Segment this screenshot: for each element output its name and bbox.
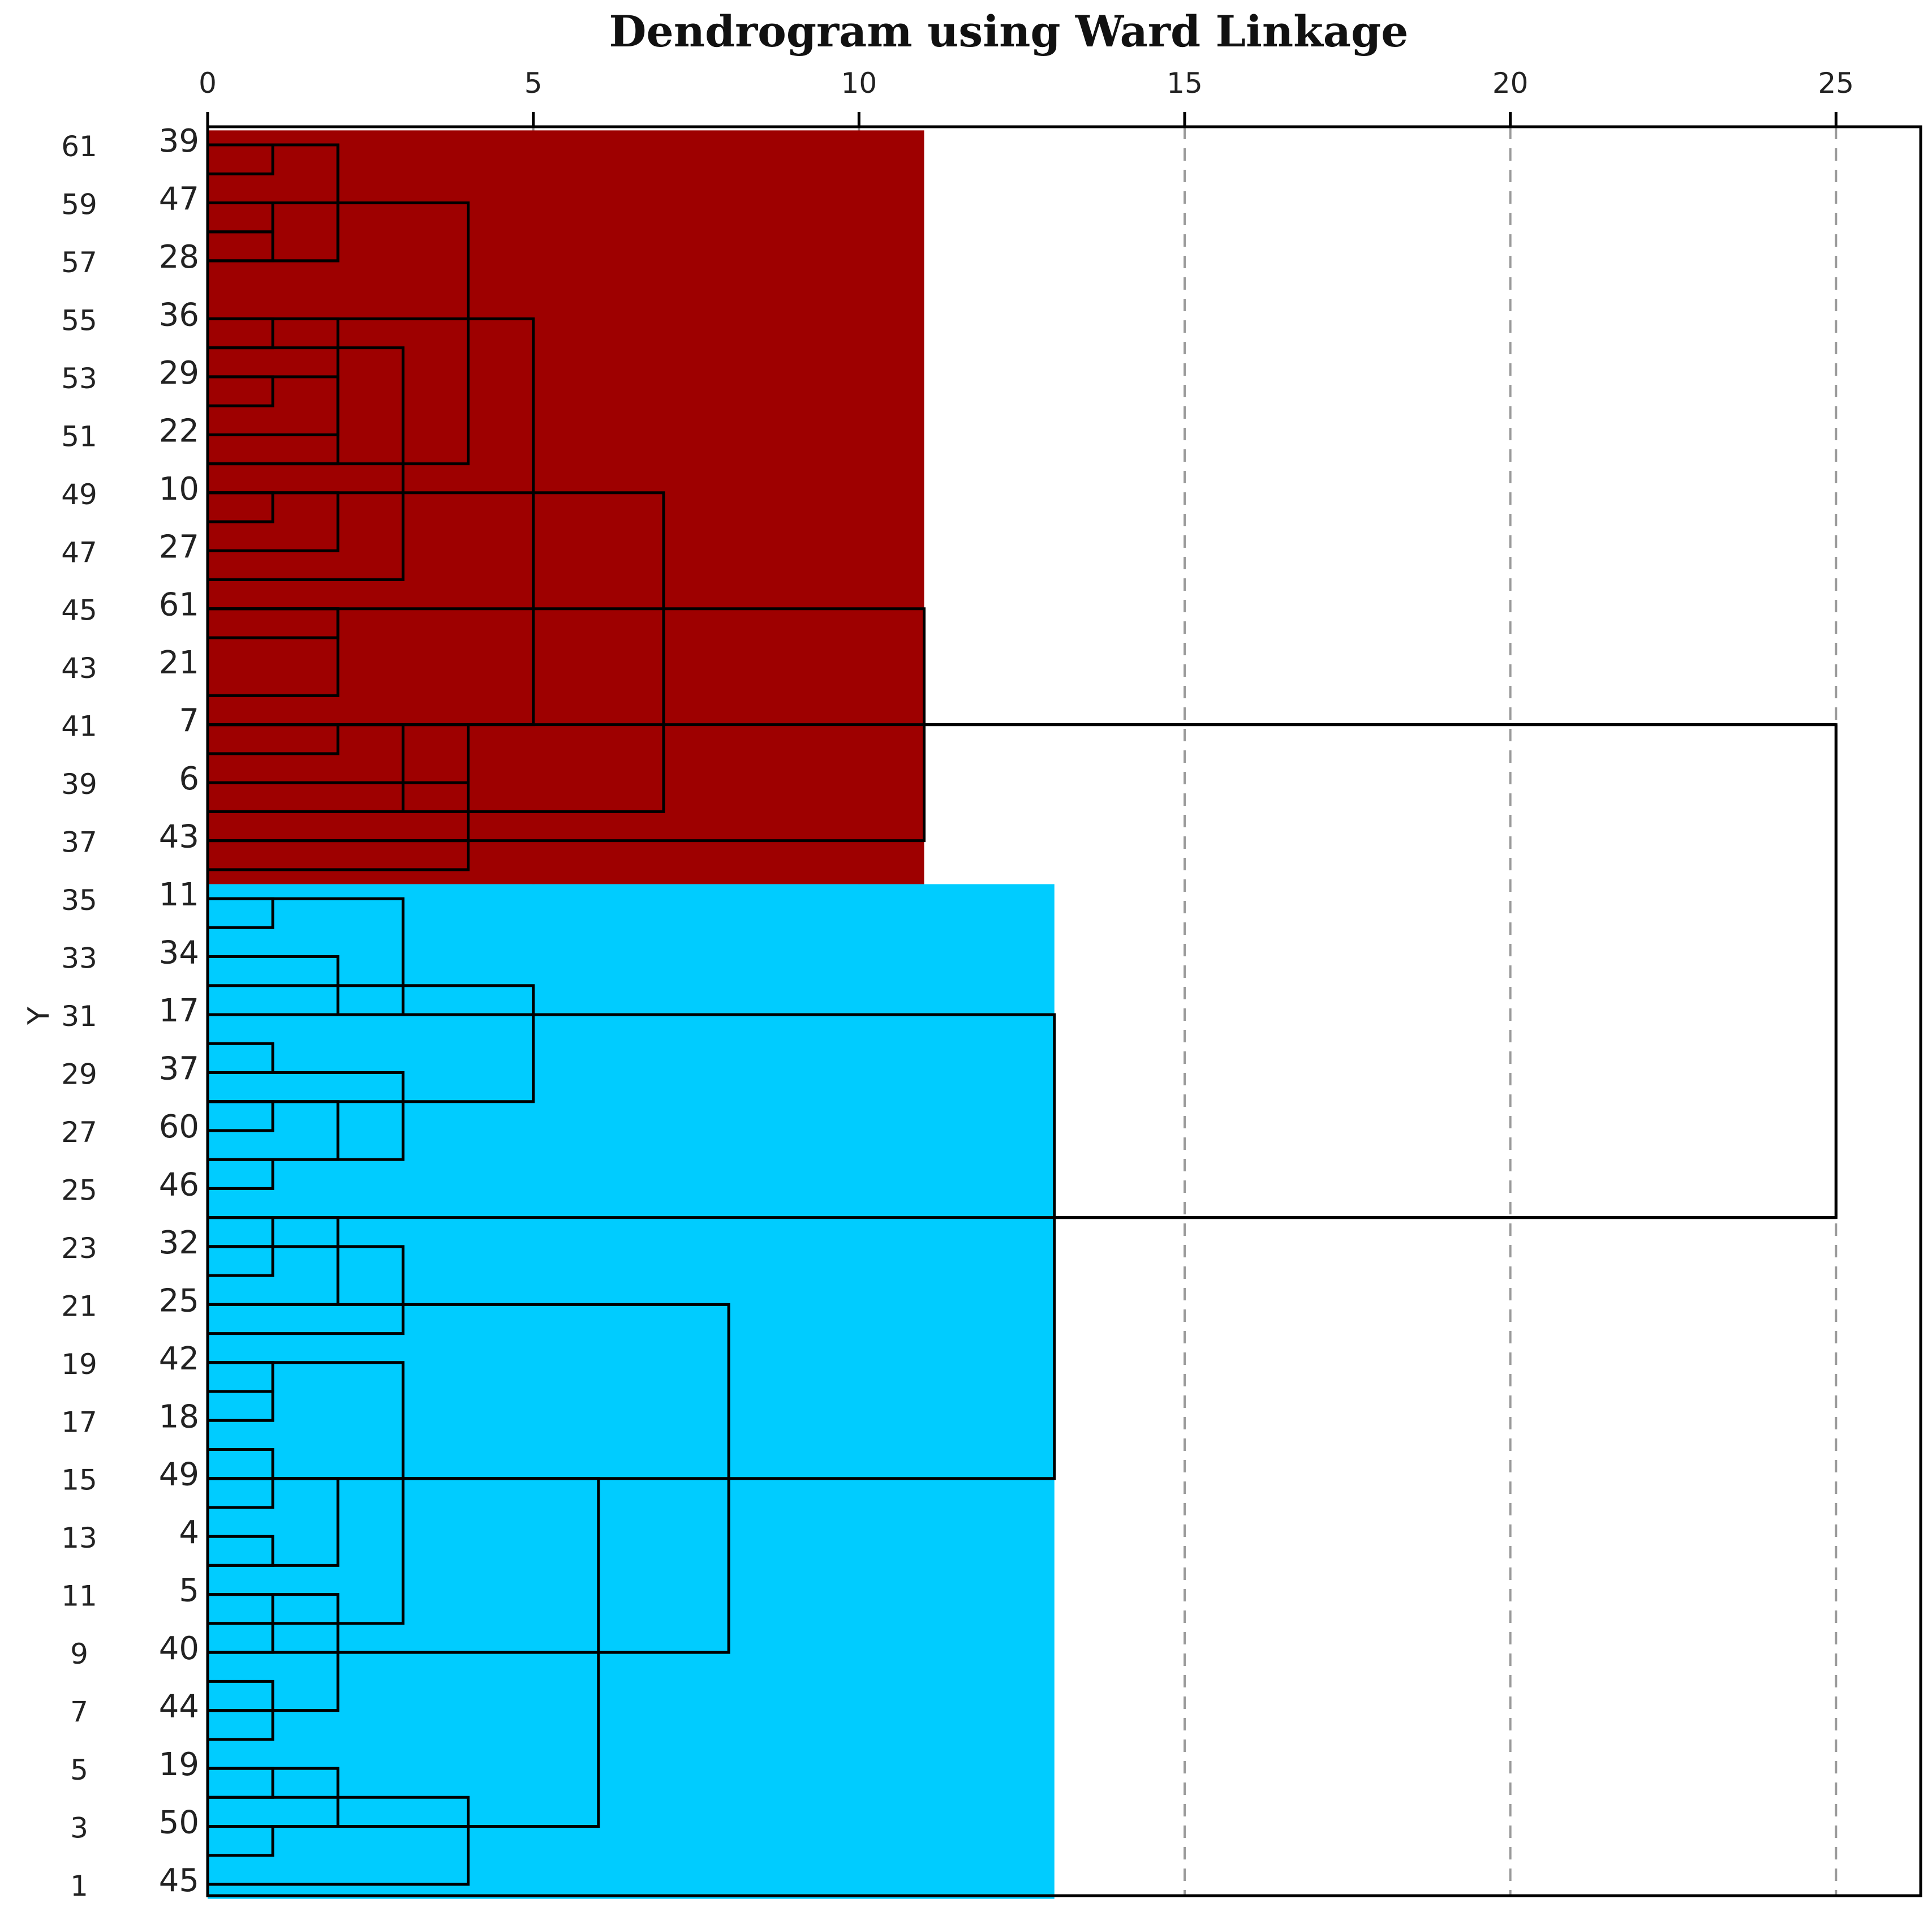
link-d7-49 xyxy=(208,491,665,813)
case-label-60: 60 xyxy=(159,1109,199,1145)
case-label-21: 21 xyxy=(159,645,199,681)
case-label-36: 36 xyxy=(159,297,199,333)
y-axis-ticks: 6159575553514947454341393735333129272523… xyxy=(61,130,97,1902)
y-tick-47: 47 xyxy=(61,536,97,569)
branch-13 xyxy=(208,1390,274,1422)
chart-title: Dendrogram using Ward Linkage xyxy=(609,6,1408,57)
case-label-44: 44 xyxy=(159,1689,199,1725)
case-label-5: 5 xyxy=(179,1573,199,1609)
y-tick-7: 7 xyxy=(70,1696,88,1729)
link-d5-32 xyxy=(208,984,535,1103)
x-tick-label-20: 20 xyxy=(1492,67,1529,100)
x-tick-label-10: 10 xyxy=(841,67,877,100)
case-label-10: 10 xyxy=(159,471,199,508)
case-label-39: 39 xyxy=(159,123,199,160)
case-label-34: 34 xyxy=(159,935,199,972)
case-label-49: 49 xyxy=(159,1457,199,1493)
case-label-22: 22 xyxy=(159,413,199,449)
case-label-45: 45 xyxy=(159,1862,199,1899)
y-tick-39: 39 xyxy=(61,768,97,801)
x-tick-label-0: 0 xyxy=(199,67,217,100)
case-label-11: 11 xyxy=(159,877,199,913)
link-d4-4 xyxy=(208,1796,470,1886)
branch-25 xyxy=(208,375,339,436)
cluster-fill-2 xyxy=(208,884,1055,1899)
y-tick-51: 51 xyxy=(61,420,97,453)
y-tick-43: 43 xyxy=(61,652,97,685)
y-tick-15: 15 xyxy=(61,1464,97,1497)
y-tick-45: 45 xyxy=(61,594,97,627)
link-d8-21 xyxy=(208,1303,730,1654)
link-d6-15 xyxy=(208,1477,600,1828)
case-label-47: 47 xyxy=(159,181,199,217)
cluster-fill-1 xyxy=(208,130,924,884)
case-label-61: 61 xyxy=(159,587,199,624)
y-tick-23: 23 xyxy=(61,1232,97,1265)
case-label-50: 50 xyxy=(159,1805,199,1841)
x-tick-label-25: 25 xyxy=(1818,67,1854,100)
case-label-4: 4 xyxy=(179,1514,199,1551)
y-tick-53: 53 xyxy=(61,362,97,395)
y-tick-13: 13 xyxy=(61,1522,97,1554)
branch-38 xyxy=(208,1245,405,1335)
y-tick-57: 57 xyxy=(61,246,97,279)
y-tick-17: 17 xyxy=(61,1406,97,1438)
y-tick-41: 41 xyxy=(61,710,97,743)
y-tick-59: 59 xyxy=(61,188,97,221)
case-label-29: 29 xyxy=(159,355,199,392)
link-d4-59 xyxy=(208,201,470,466)
case-label-7: 7 xyxy=(179,703,199,740)
y-tick-27: 27 xyxy=(61,1116,97,1149)
y-tick-61: 61 xyxy=(61,130,97,163)
case-label-40: 40 xyxy=(159,1630,199,1667)
y-tick-1: 1 xyxy=(70,1870,88,1902)
case-label-6: 6 xyxy=(179,761,199,797)
y-tick-49: 49 xyxy=(61,478,97,511)
case-label-43: 43 xyxy=(159,819,199,856)
branch-39 xyxy=(208,1361,405,1625)
plot-frame xyxy=(206,125,1922,1897)
y-tick-29: 29 xyxy=(61,1058,97,1090)
y-tick-37: 37 xyxy=(61,826,97,859)
x-axis-ticks: 0 5 10 15 20 25 xyxy=(199,67,1854,127)
case-label-28: 28 xyxy=(159,239,199,276)
case-labels: 39 47 28 36 29 22 10 27 61 21 7 6 43 11 34 17 37 60 46 32 25… xyxy=(159,123,199,1899)
cluster-fills xyxy=(208,130,1055,1899)
y-tick-35: 35 xyxy=(61,884,97,917)
y-tick-55: 55 xyxy=(61,304,97,337)
case-label-46: 46 xyxy=(159,1166,199,1203)
y-tick-3: 3 xyxy=(70,1812,88,1845)
link-d13-31 xyxy=(208,1013,1056,1480)
y-tick-31: 31 xyxy=(61,1000,97,1033)
y-axis-label: Y xyxy=(22,1007,56,1025)
case-label-27: 27 xyxy=(159,529,199,565)
case-label-37: 37 xyxy=(159,1050,199,1087)
dendrogram-branches xyxy=(208,143,1838,1886)
x-tick-label-5: 5 xyxy=(524,67,543,100)
y-tick-21: 21 xyxy=(61,1290,97,1322)
x-tick-label-15: 15 xyxy=(1167,67,1203,100)
case-label-17: 17 xyxy=(159,993,199,1029)
case-label-19: 19 xyxy=(159,1746,199,1783)
case-label-42: 42 xyxy=(159,1341,199,1377)
y-tick-33: 33 xyxy=(61,942,97,975)
y-tick-9: 9 xyxy=(70,1638,88,1670)
case-label-25: 25 xyxy=(159,1282,199,1319)
y-tick-25: 25 xyxy=(61,1174,97,1206)
y-tick-19: 19 xyxy=(61,1348,97,1381)
y-tick-11: 11 xyxy=(61,1580,97,1613)
case-label-32: 32 xyxy=(159,1225,199,1261)
case-label-18: 18 xyxy=(159,1398,199,1435)
y-tick-5: 5 xyxy=(70,1754,88,1786)
